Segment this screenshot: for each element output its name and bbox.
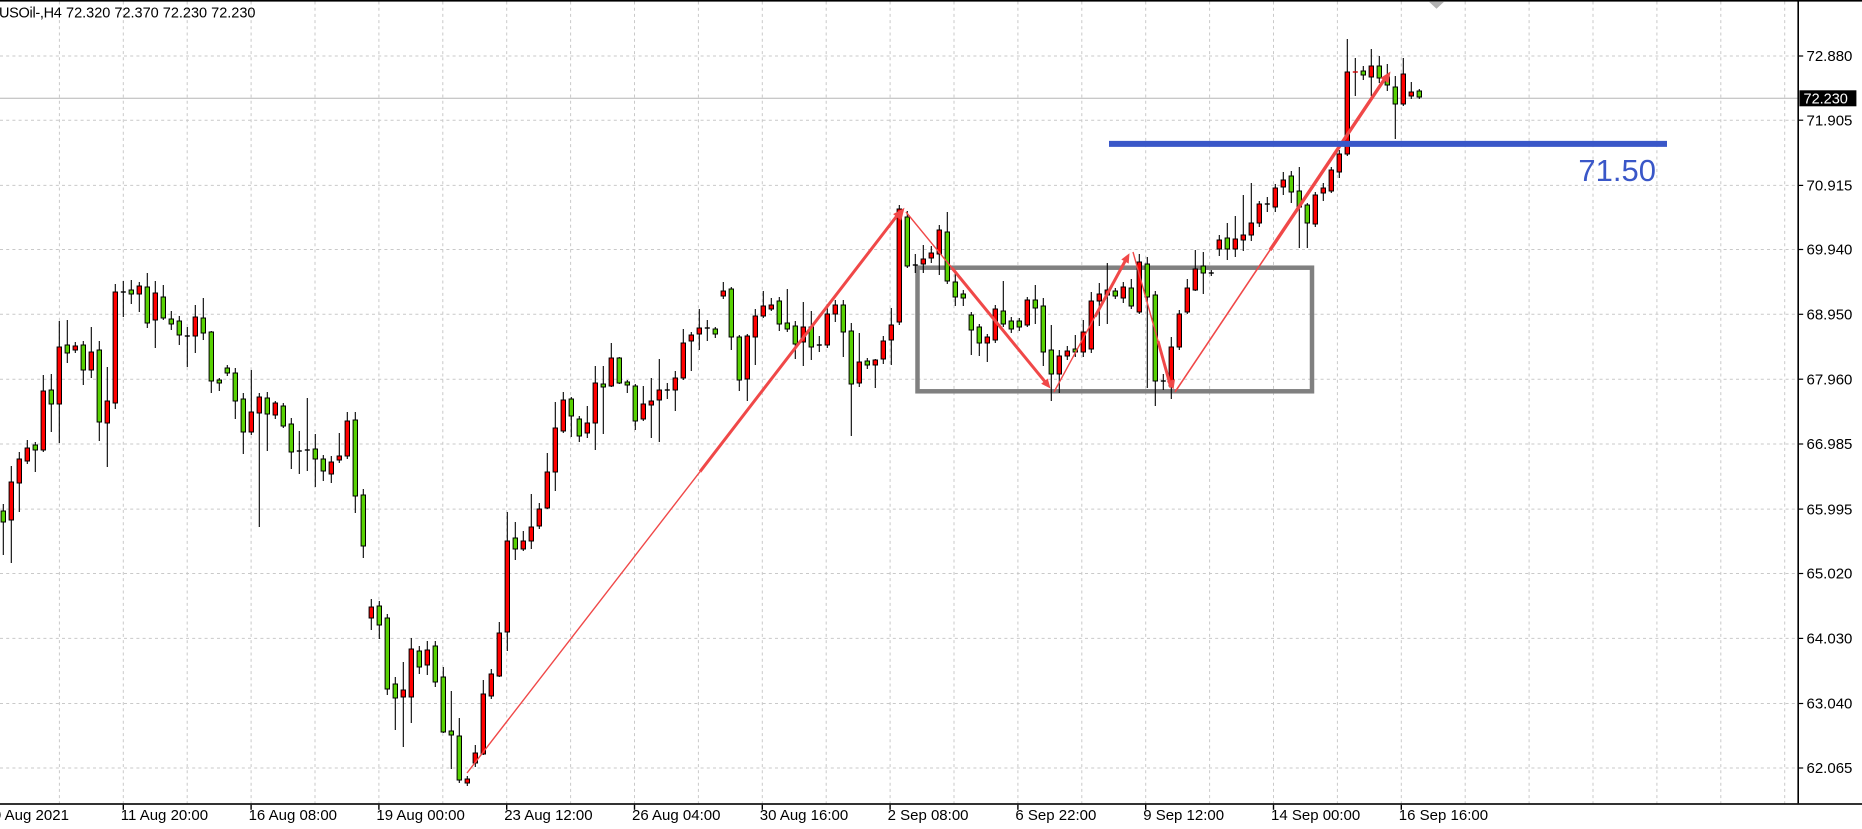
svg-text:63.040: 63.040 — [1807, 696, 1853, 713]
svg-text:66.985: 66.985 — [1807, 436, 1853, 453]
svg-text:16 Aug 08:00: 16 Aug 08:00 — [249, 807, 337, 824]
svg-text:67.960: 67.960 — [1807, 371, 1853, 388]
svg-text:9 Sep 12:00: 9 Sep 12:00 — [1143, 807, 1224, 824]
svg-text:72.880: 72.880 — [1807, 48, 1853, 65]
svg-text:70.915: 70.915 — [1807, 178, 1853, 195]
svg-text:6 Sep 22:00: 6 Sep 22:00 — [1015, 807, 1096, 824]
svg-text:30 Aug 16:00: 30 Aug 16:00 — [760, 807, 848, 824]
svg-text:26 Aug 04:00: 26 Aug 04:00 — [632, 807, 720, 824]
svg-text:65.020: 65.020 — [1807, 566, 1853, 583]
svg-text:USOil-,H4: USOil-,H4 — [0, 6, 62, 22]
svg-text:62.065: 62.065 — [1807, 760, 1853, 777]
svg-text:23 Aug 12:00: 23 Aug 12:00 — [504, 807, 592, 824]
svg-text:72.320 72.370 72.230 72.230: 72.320 72.370 72.230 72.230 — [66, 6, 255, 22]
svg-text:2 Sep 08:00: 2 Sep 08:00 — [888, 807, 969, 824]
svg-text:68.950: 68.950 — [1807, 307, 1853, 324]
svg-text:64.030: 64.030 — [1807, 631, 1853, 648]
svg-text:69.940: 69.940 — [1807, 242, 1853, 259]
svg-text:65.995: 65.995 — [1807, 501, 1853, 518]
svg-text:71.50: 71.50 — [1578, 153, 1656, 188]
svg-text:19 Aug 00:00: 19 Aug 00:00 — [376, 807, 464, 824]
svg-text:9 Aug 2021: 9 Aug 2021 — [0, 807, 69, 824]
svg-text:11 Aug 20:00: 11 Aug 20:00 — [121, 807, 208, 824]
svg-text:16 Sep 16:00: 16 Sep 16:00 — [1399, 807, 1488, 824]
svg-text:14 Sep 00:00: 14 Sep 00:00 — [1271, 807, 1360, 824]
svg-text:71.905: 71.905 — [1807, 112, 1853, 129]
svg-text:72.230: 72.230 — [1804, 91, 1848, 107]
